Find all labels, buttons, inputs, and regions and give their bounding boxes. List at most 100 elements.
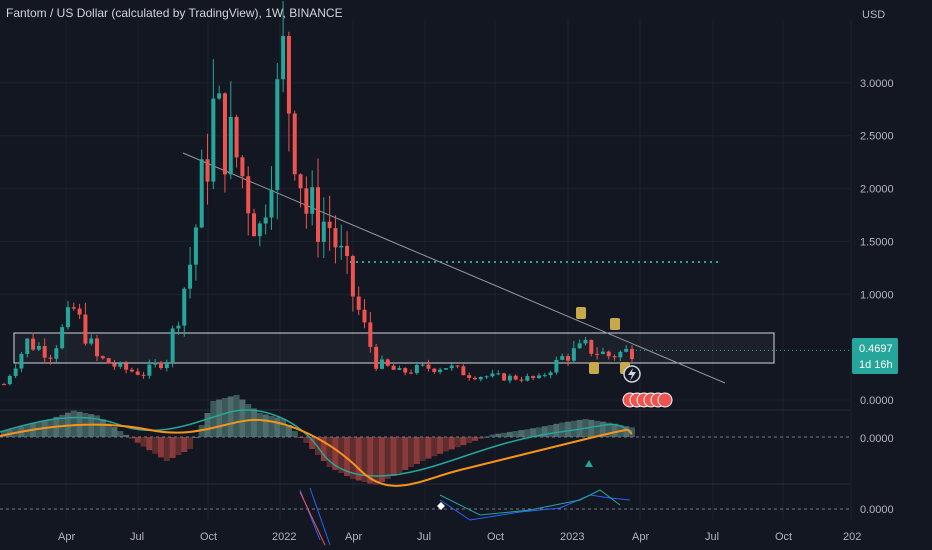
osc-zero-label: 0.0000 [860, 504, 894, 516]
candle-body [310, 187, 315, 214]
last-price-badge [852, 338, 898, 374]
candle-body [246, 176, 251, 214]
macd-histogram-bar [99, 419, 106, 437]
x-tick-label: Oct [487, 531, 504, 543]
macd-histogram-bar [629, 427, 635, 437]
candle-body [170, 328, 175, 362]
macd-histogram-bar [518, 430, 525, 437]
macd-histogram-bar [559, 422, 566, 437]
candle-body [542, 375, 547, 377]
macd-histogram-bar [210, 401, 217, 437]
macd-histogram-bar [163, 437, 170, 461]
candle-body [507, 375, 512, 381]
macd-histogram-bar [524, 429, 531, 437]
macd-histogram-bar [291, 431, 298, 437]
badge-b[interactable] [610, 318, 620, 330]
candle-body [600, 351, 605, 354]
candle-body [350, 256, 355, 297]
macd-histogram-bar [1, 431, 7, 437]
macd-histogram-bar [501, 432, 508, 437]
candle-body [19, 353, 24, 369]
candle-body [153, 362, 158, 365]
candle-body [414, 364, 419, 374]
lightning-icon[interactable] [623, 365, 641, 383]
macd-histogram-bar [599, 421, 606, 437]
macd-histogram-bar [408, 437, 415, 467]
candle-body [484, 376, 489, 378]
candle-body [455, 365, 460, 367]
candle-body [147, 364, 152, 376]
candle-body [345, 245, 350, 257]
candle-body [566, 356, 571, 361]
currency-label: USD [862, 9, 885, 21]
candle-body [48, 357, 53, 359]
x-tick-label: 2022 [272, 531, 296, 543]
macd-histogram-bar [216, 399, 223, 437]
macd-histogram-bar [326, 437, 333, 467]
candle-body [490, 373, 495, 377]
support-zone-box[interactable] [13, 332, 775, 364]
macd-histogram-bar [239, 399, 246, 437]
candle-body [606, 351, 611, 357]
macd-histogram-bar [285, 425, 292, 437]
macd-pane [0, 395, 850, 487]
flag-icon[interactable] [622, 392, 673, 408]
candle-body [624, 348, 629, 352]
macd-histogram-bar [128, 437, 135, 439]
candle-body [461, 366, 466, 376]
candle-body [443, 368, 448, 370]
macd-histogram-bar [344, 437, 351, 476]
candle-body [275, 79, 280, 190]
macd-histogram-bar [402, 437, 409, 470]
macd-histogram-bar [442, 437, 449, 452]
candle-body [13, 368, 18, 376]
candle-body [333, 228, 338, 248]
macd-histogram-bar [553, 423, 560, 437]
candle-body [531, 376, 536, 378]
macd-histogram-bar [378, 437, 385, 482]
candle-body [391, 365, 396, 370]
candle-body [478, 377, 483, 380]
macd-histogram-bar [204, 413, 211, 437]
y-tick-label: 2.0000 [860, 184, 894, 196]
candle-body [536, 375, 541, 378]
candle-body [71, 307, 76, 309]
candle-body [379, 359, 384, 369]
candle-body [374, 346, 379, 369]
macd-histogram-bar [233, 395, 240, 437]
macd-histogram-bar [262, 414, 269, 437]
macd-histogram-bar [396, 437, 403, 473]
badge-a[interactable] [576, 307, 586, 319]
candle-body [356, 296, 361, 310]
candle-body [60, 327, 65, 349]
candle-body [560, 356, 565, 360]
candle-body [100, 356, 105, 359]
candle-body [217, 93, 222, 99]
candle-body [298, 174, 303, 189]
candle-body [252, 213, 257, 237]
candle-body [124, 363, 129, 370]
candle-body [612, 356, 617, 358]
macd-histogram-bar [338, 437, 345, 473]
badge-c[interactable] [589, 362, 599, 374]
candle-body [339, 245, 344, 248]
macd-histogram-bar [332, 437, 339, 470]
candle-body [286, 36, 291, 114]
candle-body [7, 375, 12, 385]
macd-histogram-bar [472, 437, 478, 441]
candle-body [618, 351, 623, 358]
y-tick-label: 2.5000 [860, 131, 894, 143]
grid-lines [0, 20, 852, 520]
time-axis[interactable]: Apr Jul Oct 2022 Apr Jul Oct 2023 Apr Jul Oct 202 [58, 531, 861, 543]
candle-body [182, 288, 187, 326]
candle-body [554, 359, 559, 373]
x-tick-label: Oct [200, 531, 217, 543]
candle-body [449, 365, 454, 369]
price-axis[interactable]: USD 0.4697 1d 16h 0.0000 0.0000 3.0000 2.… [852, 9, 898, 516]
candle-body [54, 348, 59, 359]
candle-body [362, 309, 367, 323]
candle-body [211, 98, 216, 182]
candle-body [25, 338, 30, 354]
candle-body [129, 369, 134, 372]
